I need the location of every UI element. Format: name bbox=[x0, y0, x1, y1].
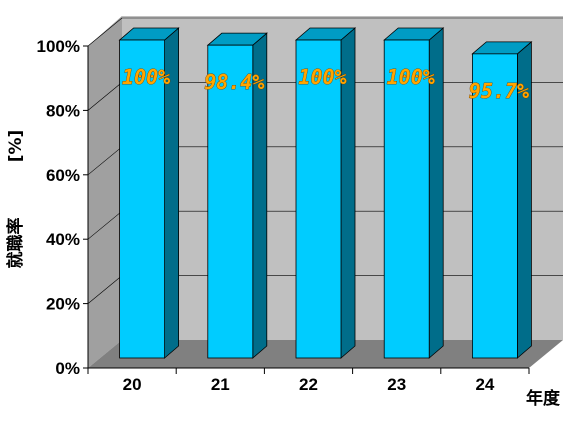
y-tick-label: 20% bbox=[46, 295, 80, 314]
bar-front bbox=[383, 39, 430, 359]
x-tick-labels: 20 21 22 23 24 bbox=[87, 368, 530, 394]
y-tick-labels: 0% 20% 40% 60% 80% 100% bbox=[37, 37, 88, 378]
bar-24 bbox=[471, 40, 533, 359]
y-tick-label: 80% bbox=[46, 101, 80, 120]
gridline-side bbox=[87, 82, 123, 111]
x-tick-label: 24 bbox=[475, 375, 494, 394]
data-label: 100% bbox=[387, 65, 435, 89]
x-tick-label: 22 bbox=[299, 375, 318, 394]
y-tick-label: 100% bbox=[37, 37, 80, 56]
bar-front bbox=[295, 39, 342, 359]
data-labels: 100% 98.4% 100% 100% 95.7% bbox=[122, 65, 530, 104]
bar-front bbox=[471, 53, 518, 359]
y-tick-label: 60% bbox=[46, 166, 80, 185]
y-axis-unit: [%] bbox=[6, 130, 26, 163]
bar-20 bbox=[118, 27, 180, 359]
data-label: 98.4% bbox=[204, 70, 264, 94]
x-tick-label: 20 bbox=[123, 375, 142, 394]
chart-side-wall bbox=[88, 16, 122, 368]
data-label: 100% bbox=[122, 65, 170, 89]
gridline-side bbox=[87, 146, 123, 176]
x-tick-label: 21 bbox=[211, 375, 230, 394]
x-tick-label: 23 bbox=[387, 375, 406, 394]
data-label: 100% bbox=[298, 65, 346, 89]
bars bbox=[118, 27, 533, 359]
y-tick-label: 0% bbox=[55, 359, 80, 378]
bar-front bbox=[207, 44, 254, 359]
data-label: 95.7% bbox=[469, 79, 529, 103]
gridline-side bbox=[87, 210, 123, 240]
bar-22 bbox=[294, 27, 357, 359]
y-tick-label: 40% bbox=[46, 230, 80, 249]
gridline-side bbox=[87, 17, 123, 47]
y-axis-title: 就職率 bbox=[5, 218, 26, 269]
bar-23 bbox=[383, 27, 445, 359]
bar-21 bbox=[206, 32, 268, 359]
bar-front bbox=[119, 39, 165, 359]
x-axis-title: 年度 bbox=[526, 388, 561, 409]
gridline-side bbox=[87, 275, 123, 304]
